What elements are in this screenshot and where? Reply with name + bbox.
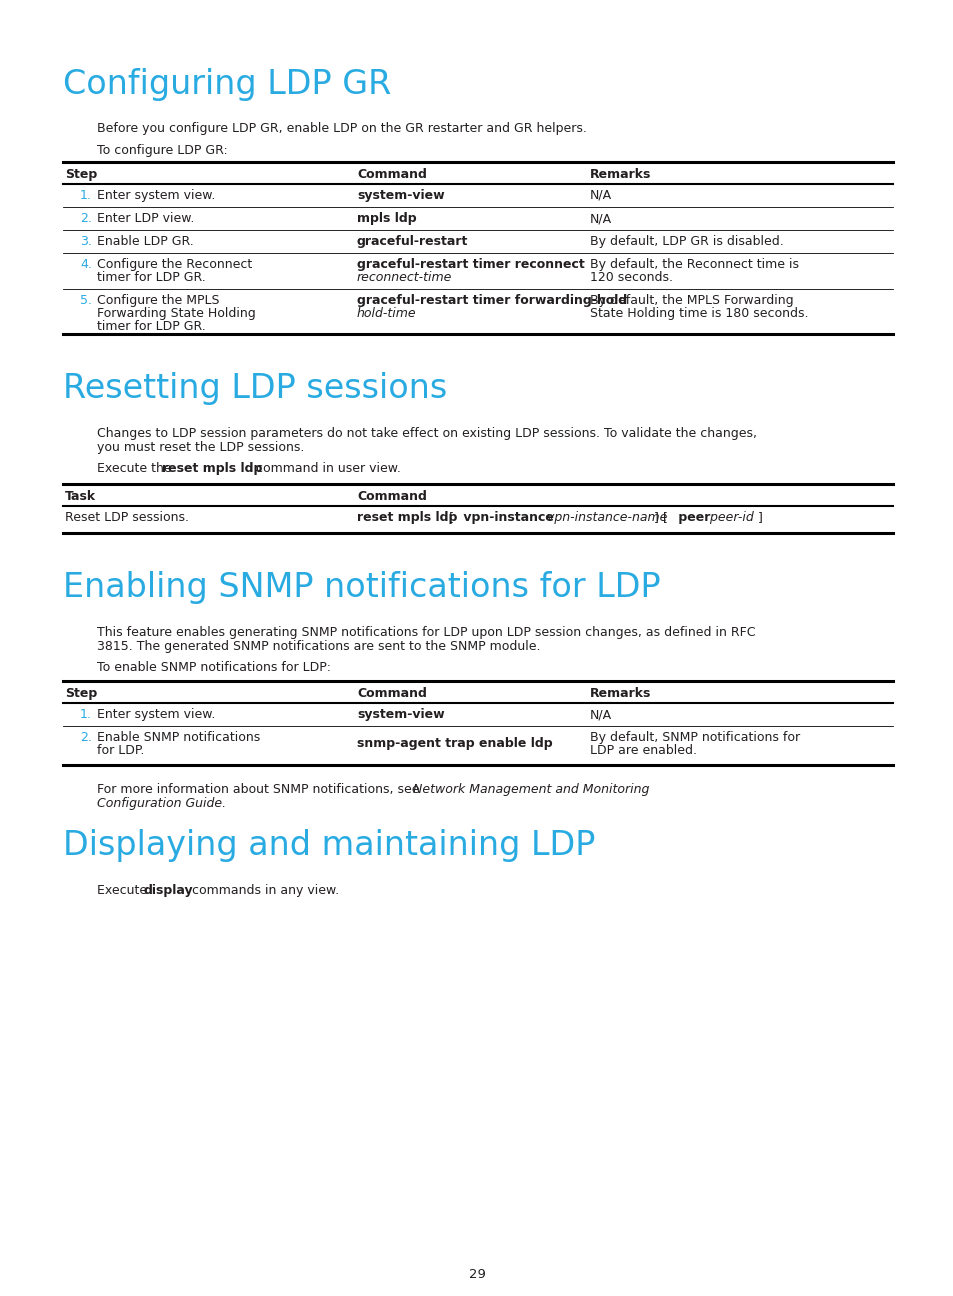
Text: 4.: 4. [80, 258, 91, 271]
Text: LDP are enabled.: LDP are enabled. [589, 744, 697, 757]
Text: Before you configure LDP GR, enable LDP on the GR restarter and GR helpers.: Before you configure LDP GR, enable LDP … [97, 122, 586, 135]
Text: Enable SNMP notifications: Enable SNMP notifications [97, 731, 260, 744]
Text: 2.: 2. [80, 213, 91, 226]
Text: reset mpls ldp: reset mpls ldp [356, 511, 456, 524]
Text: N/A: N/A [589, 213, 612, 226]
Text: By default, SNMP notifications for: By default, SNMP notifications for [589, 731, 800, 744]
Text: Configuring LDP GR: Configuring LDP GR [63, 67, 391, 101]
Text: Step: Step [65, 168, 97, 181]
Text: Resetting LDP sessions: Resetting LDP sessions [63, 372, 447, 404]
Text: Configuration Guide.: Configuration Guide. [97, 797, 226, 810]
Text: ] [: ] [ [649, 511, 667, 524]
Text: Step: Step [65, 687, 97, 700]
Text: commands in any view.: commands in any view. [188, 884, 338, 897]
Text: mpls ldp: mpls ldp [356, 213, 416, 226]
Text: 3815. The generated SNMP notifications are sent to the SNMP module.: 3815. The generated SNMP notifications a… [97, 640, 540, 653]
Text: display: display [144, 884, 193, 897]
Text: 3.: 3. [80, 235, 91, 248]
Text: vpn-instance: vpn-instance [458, 511, 554, 524]
Text: N/A: N/A [589, 189, 612, 202]
Text: By default, LDP GR is disabled.: By default, LDP GR is disabled. [589, 235, 783, 248]
Text: Command: Command [356, 687, 426, 700]
Text: 2.: 2. [80, 731, 91, 744]
Text: N/A: N/A [589, 708, 612, 721]
Text: for LDP.: for LDP. [97, 744, 144, 757]
Text: 120 seconds.: 120 seconds. [589, 271, 672, 284]
Text: Execute the: Execute the [97, 461, 175, 476]
Text: This feature enables generating SNMP notifications for LDP upon LDP session chan: This feature enables generating SNMP not… [97, 626, 755, 639]
Text: vpn-instance-name: vpn-instance-name [542, 511, 667, 524]
Text: Configure the Reconnect: Configure the Reconnect [97, 258, 252, 271]
Text: peer: peer [673, 511, 710, 524]
Text: reset mpls ldp: reset mpls ldp [162, 461, 262, 476]
Text: you must reset the LDP sessions.: you must reset the LDP sessions. [97, 441, 304, 454]
Text: command in user view.: command in user view. [252, 461, 400, 476]
Text: To enable SNMP notifications for LDP:: To enable SNMP notifications for LDP: [97, 661, 331, 674]
Text: Reset LDP sessions.: Reset LDP sessions. [65, 511, 189, 524]
Text: Enabling SNMP notifications for LDP: Enabling SNMP notifications for LDP [63, 572, 659, 604]
Text: By default, the MPLS Forwarding: By default, the MPLS Forwarding [589, 294, 793, 307]
Text: timer for LDP GR.: timer for LDP GR. [97, 271, 206, 284]
Text: For more information about SNMP notifications, see: For more information about SNMP notifica… [97, 783, 423, 796]
Text: graceful-restart: graceful-restart [356, 235, 468, 248]
Text: snmp-agent trap enable ldp: snmp-agent trap enable ldp [356, 737, 552, 750]
Text: Command: Command [356, 490, 426, 503]
Text: Network Management and Monitoring: Network Management and Monitoring [413, 783, 649, 796]
Text: By default, the Reconnect time is: By default, the Reconnect time is [589, 258, 799, 271]
Text: 1.: 1. [80, 189, 91, 202]
Text: 29: 29 [468, 1267, 485, 1280]
Text: Task: Task [65, 490, 96, 503]
Text: system-view: system-view [356, 189, 444, 202]
Text: Enable LDP GR.: Enable LDP GR. [97, 235, 193, 248]
Text: graceful-restart timer forwarding-hold: graceful-restart timer forwarding-hold [356, 294, 626, 307]
Text: Forwarding State Holding: Forwarding State Holding [97, 307, 255, 320]
Text: Command: Command [356, 168, 426, 181]
Text: [: [ [444, 511, 454, 524]
Text: timer for LDP GR.: timer for LDP GR. [97, 320, 206, 333]
Text: State Holding time is 180 seconds.: State Holding time is 180 seconds. [589, 307, 807, 320]
Text: Remarks: Remarks [589, 687, 651, 700]
Text: hold-time: hold-time [356, 307, 416, 320]
Text: reconnect-time: reconnect-time [356, 271, 452, 284]
Text: Displaying and maintaining LDP: Displaying and maintaining LDP [63, 829, 595, 862]
Text: system-view: system-view [356, 708, 444, 721]
Text: Remarks: Remarks [589, 168, 651, 181]
Text: graceful-restart timer reconnect: graceful-restart timer reconnect [356, 258, 584, 271]
Text: Execute: Execute [97, 884, 151, 897]
Text: 5.: 5. [80, 294, 91, 307]
Text: Enter LDP view.: Enter LDP view. [97, 213, 194, 226]
Text: To configure LDP GR:: To configure LDP GR: [97, 144, 228, 157]
Text: Enter system view.: Enter system view. [97, 708, 215, 721]
Text: Configure the MPLS: Configure the MPLS [97, 294, 219, 307]
Text: peer-id: peer-id [705, 511, 753, 524]
Text: ]: ] [753, 511, 762, 524]
Text: 1.: 1. [80, 708, 91, 721]
Text: Changes to LDP session parameters do not take effect on existing LDP sessions. T: Changes to LDP session parameters do not… [97, 426, 757, 441]
Text: Enter system view.: Enter system view. [97, 189, 215, 202]
